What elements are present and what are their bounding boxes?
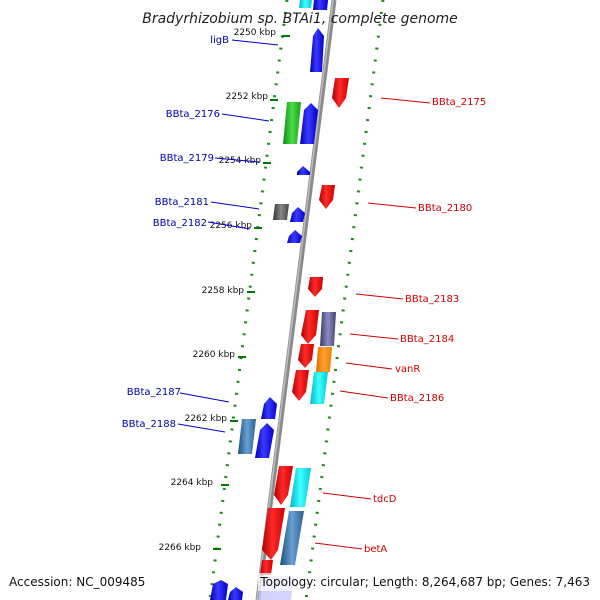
gene-tdcD-cyan <box>290 468 311 507</box>
kbp-label: 2258 kbp <box>202 286 245 296</box>
kbp-label: 2262 kbp <box>185 414 228 424</box>
gene-ligB <box>310 28 324 72</box>
leader-lines-reverse <box>177 39 279 433</box>
genome-backbone-highlight <box>256 0 334 600</box>
gene-label-BBta_2182: BBta_2182 <box>153 218 207 229</box>
gene-label-ligB: ligB <box>210 35 229 46</box>
gene-label-BBta_2186: BBta_2186 <box>390 393 444 404</box>
gene-label-betA: betA <box>364 544 387 555</box>
gene-label-BBta_2183: BBta_2183 <box>405 294 459 305</box>
gene-label-BBta_2175: BBta_2175 <box>432 97 486 108</box>
gene-label-BBta_2181: BBta_2181 <box>155 197 209 208</box>
gene-feature-blue-bottom-2 <box>228 587 243 600</box>
topology-text: Topology: circular; Length: 8,264,687 bp… <box>259 575 590 589</box>
map-title: Bradyrhizobium sp. BTAi1, complete genom… <box>142 11 458 27</box>
gene-BBta_2188-blue <box>255 423 274 458</box>
kbp-label: 2264 kbp <box>171 478 214 488</box>
gene-BBta_2181-gray <box>273 204 289 220</box>
gene-vanR-orange <box>316 347 332 372</box>
gene-label-vanR: vanR <box>395 364 420 375</box>
gene-label-BBta_2188: BBta_2188 <box>122 419 176 430</box>
gene-BBta_2175 <box>332 78 349 108</box>
kbp-label: 2252 kbp <box>226 92 269 102</box>
genome-backbone <box>255 0 337 600</box>
gene-features <box>210 0 349 600</box>
gene-label-BBta_2187: BBta_2187 <box>127 387 181 398</box>
gene-label-BBta_2184: BBta_2184 <box>400 334 454 345</box>
gene-vanR-red <box>298 344 314 368</box>
gene-BBta_2184-slate <box>320 312 336 346</box>
gene-feature-blue-bottom-1 <box>210 580 228 600</box>
footer-backdrop-right <box>258 573 596 591</box>
gene-BBta_2187 <box>261 397 277 419</box>
gene-betA-red <box>262 508 285 560</box>
accession-text: Accession: NC_009485 <box>9 575 145 589</box>
kbp-label: 2254 kbp <box>219 156 262 166</box>
left-dotted-guide <box>208 0 289 600</box>
gene-BBta_2186-red <box>292 370 309 401</box>
gene-label-tdcD: tdcD <box>373 494 397 505</box>
footer-backdrop-left <box>6 573 148 591</box>
leader-lines-forward <box>314 97 431 550</box>
forward-gene-labels: BBta_2175 BBta_2180 BBta_2183 BBta_2184 … <box>364 97 486 555</box>
gene-label-BBta_2179: BBta_2179 <box>160 153 214 164</box>
gene-BBta_2179 <box>297 166 310 175</box>
kbp-labels: 2250 kbp 2252 kbp 2254 kbp 2256 kbp 2258… <box>159 28 277 553</box>
gene-tdcD-red <box>274 466 293 505</box>
gene-feature-blue-top <box>313 0 328 10</box>
gene-betA-steel <box>280 511 304 565</box>
gene-BBta_2181-blue <box>290 207 305 222</box>
gene-feature-cyan-top <box>299 0 312 8</box>
gene-BBta_2186-cyan <box>310 372 328 404</box>
gene-BBta_2188-steel <box>238 419 256 454</box>
kbp-label: 2266 kbp <box>159 543 202 553</box>
right-dotted-guide <box>304 0 385 600</box>
kbp-label: 2260 kbp <box>193 350 236 360</box>
gene-BBta_2180 <box>319 185 335 209</box>
gene-feature-red-bottom <box>260 560 273 575</box>
gene-BBta_2183 <box>308 277 323 297</box>
reverse-gene-labels: ligB BBta_2176 BBta_2179 BBta_2181 BBta_… <box>122 35 229 430</box>
gene-BBta_2184-red <box>301 310 319 344</box>
kbp-tick-marks <box>213 35 290 550</box>
gene-label-BBta_2176: BBta_2176 <box>166 109 220 120</box>
gene-label-BBta_2180: BBta_2180 <box>418 203 472 214</box>
gene-BBta_2176-green <box>283 102 301 144</box>
kbp-label: 2250 kbp <box>234 28 277 38</box>
gene-BBta_2176-blue <box>300 103 318 144</box>
gene-BBta_2182 <box>287 230 302 243</box>
